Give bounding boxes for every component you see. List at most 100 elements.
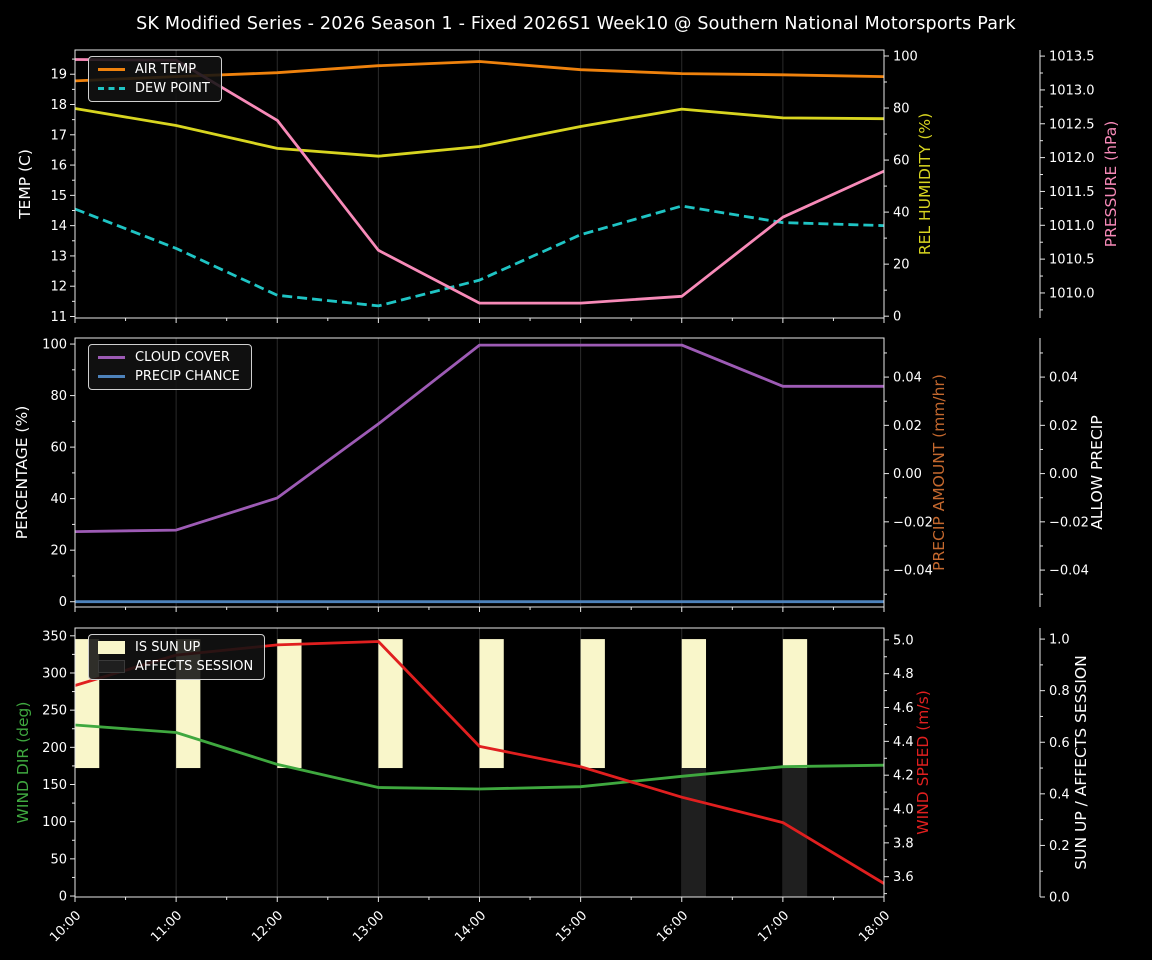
bar-affects-session <box>782 768 808 897</box>
y-tick-label: −0.02 <box>893 515 933 530</box>
y-tick-label: 5.0 <box>893 633 914 648</box>
y-tick-label: 100 <box>42 815 67 830</box>
y-tick-label: 4.0 <box>893 803 914 818</box>
bar-is-sun-up <box>580 639 605 769</box>
y-tick-label: 300 <box>42 666 67 681</box>
y-tick-label: 0.8 <box>1049 684 1070 699</box>
legend-item-affects-session: AFFECTS SESSION <box>98 658 254 674</box>
legend-wind-sun: IS SUN UP AFFECTS SESSION <box>88 634 266 681</box>
y-tick-label: 3.8 <box>893 836 914 851</box>
y-tick-label: 1013.5 <box>1049 50 1095 65</box>
y-tick-label: 250 <box>42 704 67 719</box>
bar-affects-session <box>681 768 707 897</box>
y-tick-label: 40 <box>893 206 910 221</box>
y-tick-label: 14 <box>50 219 67 234</box>
legend-cloud-precip: CLOUD COVER PRECIP CHANCE <box>88 344 252 391</box>
axis-title-pressure-hpa: PRESSURE (hPa) <box>1102 121 1120 248</box>
y-tick-label: 0 <box>893 310 901 325</box>
y-tick-label: 0 <box>59 595 67 610</box>
legend-label: CLOUD COVER <box>135 350 230 365</box>
y-tick-label: 0.0 <box>1049 891 1070 906</box>
temp-humidity-pressure-plot: 11 12 13 14 15 16 17 18 19 TEMP (C) 0 20 40 60 80 100 RE… <box>16 49 1120 325</box>
legend-swatch-air-temp <box>98 68 125 72</box>
axis-title-rel-humidity: REL HUMIDITY (%) <box>916 113 934 255</box>
y-tick-label: 4.2 <box>893 769 914 784</box>
series-wind-dir <box>74 723 885 791</box>
y-tick-label: 18 <box>50 98 67 113</box>
legend-swatch-is-sun-up <box>98 641 125 655</box>
y-tick-label: 20 <box>50 544 67 559</box>
y-tick-label: 0 <box>59 890 67 905</box>
y-tick-label: 1013.0 <box>1049 83 1095 98</box>
y-tick-label: 50 <box>50 852 67 867</box>
legend-label: PRECIP CHANCE <box>135 368 240 384</box>
legend-label: DEW POINT <box>135 80 210 96</box>
y-tick-label: 3.6 <box>893 870 914 885</box>
legend-item-cloud-cover: CLOUD COVER <box>98 351 240 365</box>
y-tick-label: 12 <box>50 280 67 295</box>
axis-title-sun-up-affects-session: SUN UP / AFFECTS SESSION <box>1072 655 1090 869</box>
y-tick-label: 19 <box>50 68 67 83</box>
y-tick-label: 1012.0 <box>1049 151 1095 166</box>
axis-title-allow-precip: ALLOW PRECIP <box>1088 415 1106 529</box>
legend-item-precip-chance: PRECIP CHANCE <box>98 368 240 384</box>
y-tick-label: 40 <box>50 492 67 507</box>
y-tick-label: 11 <box>50 310 67 325</box>
y-tick-label: 60 <box>893 154 910 169</box>
y-tick-label: 1.0 <box>1049 633 1070 648</box>
y-tick-label: 13 <box>50 249 67 264</box>
y-tick-label: 100 <box>893 49 918 64</box>
y-tick-label: 4.8 <box>893 667 914 682</box>
bar-is-sun-up <box>378 639 403 769</box>
legend-swatch-cloud-cover <box>98 356 125 360</box>
y-tick-label: 150 <box>42 778 67 793</box>
y-tick-label: 0.6 <box>1049 736 1070 751</box>
series-dew-point <box>74 204 885 308</box>
y-tick-label: 0.02 <box>1049 419 1078 434</box>
legend-label: AFFECTS SESSION <box>135 658 254 674</box>
legend-item-dew-point: DEW POINT <box>98 80 210 96</box>
legend-swatch-dew-point <box>98 86 125 90</box>
legend-label: AIR TEMP <box>135 62 197 77</box>
axis-title-wind-speed-m-s: WIND SPEED (m/s) <box>914 690 932 834</box>
chart-title: SK Modified Series - 2026 Season 1 - Fix… <box>136 14 1016 34</box>
y-tick-label: 0.02 <box>893 419 922 434</box>
y-tick-label: −0.04 <box>1049 564 1089 579</box>
y-tick-label: 1010.0 <box>1049 286 1095 301</box>
legend-temp-humidity-pressure: AIR TEMP DEW POINT <box>88 56 222 103</box>
axis-title-percentage: PERCENTAGE (%) <box>13 406 31 540</box>
y-tick-label: 1010.5 <box>1049 253 1095 268</box>
y-tick-label: 350 <box>42 629 67 644</box>
legend-item-is-sun-up: IS SUN UP <box>98 641 253 655</box>
axis-title-precip-amount-mm-hr: PRECIP AMOUNT (mm/hr) <box>930 374 948 571</box>
series-rel-humidity <box>74 107 885 158</box>
legend-label: IS SUN UP <box>135 640 201 655</box>
legend-item-air-temp: AIR TEMP <box>98 63 210 77</box>
axis-title-temp-c: TEMP (C) <box>16 149 34 220</box>
y-tick-label: 100 <box>42 338 67 353</box>
y-tick-label: 4.6 <box>893 701 914 716</box>
y-tick-label: 17 <box>50 128 67 143</box>
y-tick-label: 1012.5 <box>1049 117 1095 132</box>
y-tick-label: 0.04 <box>1049 371 1078 386</box>
y-tick-label: 0.4 <box>1049 787 1070 802</box>
series-cloud-cover <box>74 343 884 533</box>
y-tick-label: 200 <box>42 741 67 756</box>
y-tick-label: 0.2 <box>1049 839 1070 854</box>
bar-is-sun-up <box>681 639 707 769</box>
legend-swatch-precip-chance <box>98 374 125 378</box>
y-tick-label: 0.00 <box>1049 467 1078 482</box>
bar-is-sun-up <box>277 639 302 769</box>
y-tick-label: 1011.5 <box>1049 185 1095 200</box>
y-tick-label: 80 <box>50 389 67 404</box>
cloud-precip-plot: 0 20 40 60 80 100 PERCENTAGE (%) −0.04 −0.02 0.00… <box>13 337 1106 612</box>
y-tick-label: −0.04 <box>893 564 933 579</box>
y-tick-label: 20 <box>893 258 910 273</box>
y-tick-label: 0.04 <box>893 371 922 386</box>
axis-title-wind-dir-deg: WIND DIR (deg) <box>14 702 32 824</box>
y-tick-label: 15 <box>50 189 67 204</box>
bar-is-sun-up <box>782 639 808 769</box>
legend-swatch-affects-session <box>98 659 125 673</box>
